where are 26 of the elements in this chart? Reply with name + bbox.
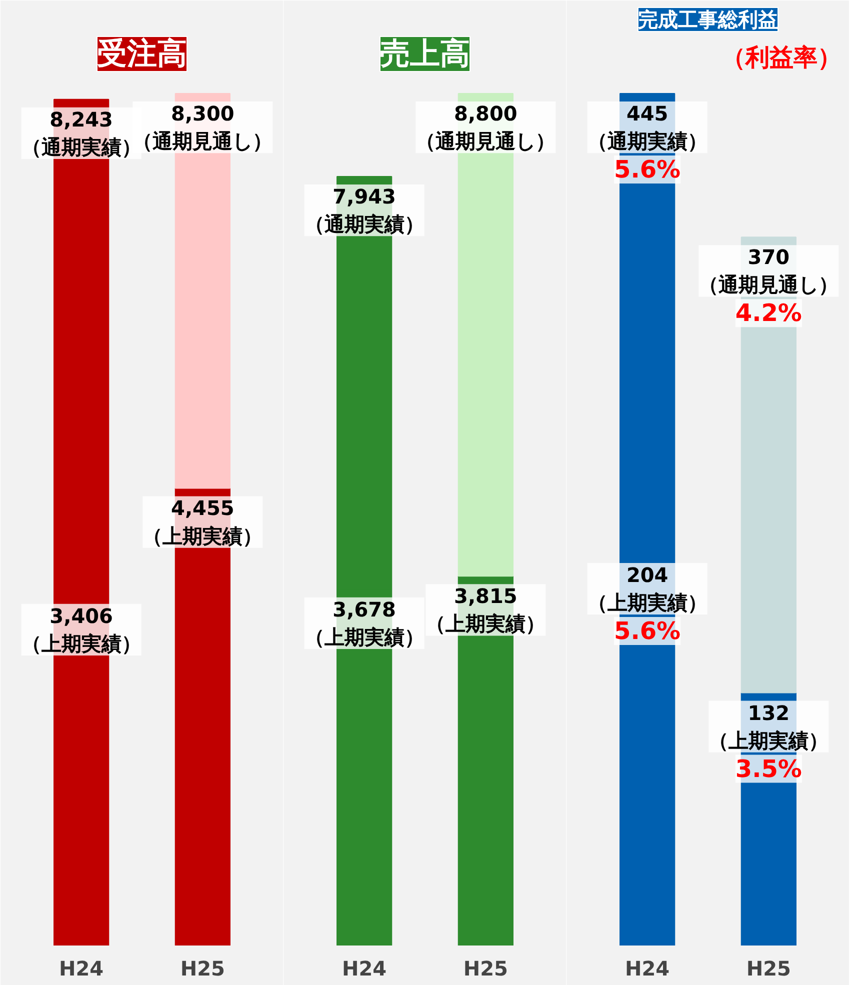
annotation: 4.2% — [735, 299, 802, 328]
data-label: 3,406 （上期実績） — [21, 604, 142, 656]
total-label: 8,243 （通期実績） — [21, 107, 142, 159]
chart-title: 受注高 — [97, 36, 187, 72]
annotation: 5.6% — [614, 616, 681, 645]
data-label: 132 （上期実績） — [708, 700, 829, 752]
x-tick-label: H25 — [180, 956, 225, 980]
x-tick-label: H24 — [625, 956, 670, 980]
data-label: 4,455 （上期実績） — [142, 496, 263, 548]
chart-subtitle: （利益率） — [722, 44, 842, 72]
chart-title: 完成工事総利益 — [638, 8, 778, 32]
data-label: 3,678 （上期実績） — [304, 597, 424, 650]
total-label: 8,800 （通期見通し） — [416, 102, 556, 154]
total-label: 445 （通期実績） — [587, 102, 708, 154]
chart-title: 売上高 — [380, 36, 470, 72]
data-label: 204 （上期実績） — [587, 562, 708, 615]
x-tick-label: H25 — [463, 956, 508, 980]
total-label: 370 （通期見通し） — [698, 245, 839, 297]
x-tick-label: H24 — [342, 956, 387, 980]
annotation: 5.6% — [614, 156, 681, 184]
x-tick-label: H24 — [59, 956, 104, 980]
x-tick-label: H25 — [746, 956, 791, 980]
data-label: 3,815 （上期実績） — [426, 584, 546, 636]
annotation: 3.5% — [735, 754, 802, 783]
total-label: 7,943 （通期実績） — [304, 184, 424, 236]
total-label: 8,300 （通期見通し） — [132, 102, 273, 154]
